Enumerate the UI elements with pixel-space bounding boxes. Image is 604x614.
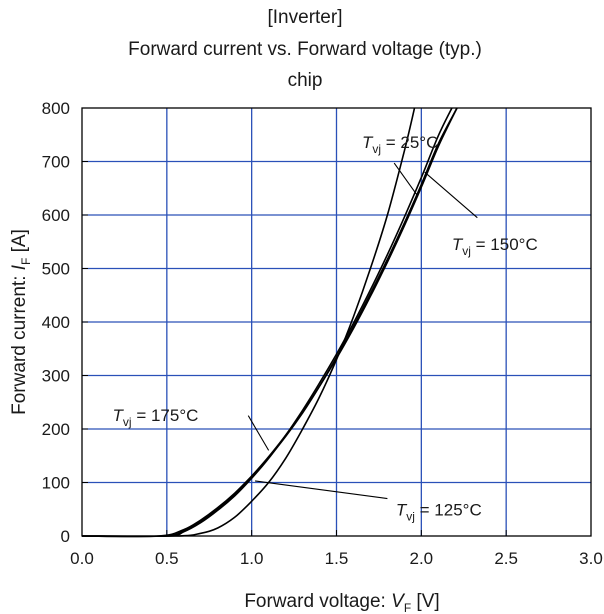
series-line-3 (81, 107, 458, 538)
y-tick-labels: 0 100 200 300 400 500 600 700 800 (42, 99, 70, 546)
y-tick-label: 500 (42, 260, 70, 279)
x-tick-label: 0.5 (155, 549, 179, 568)
annotation-pointer (254, 480, 388, 500)
chart-title-line-3: chip (288, 70, 323, 91)
y-tick-label: 200 (42, 420, 70, 439)
series-line-0 (81, 107, 416, 537)
series-annotation-label: Tvj = 175°C (113, 406, 199, 429)
plot-frame (81, 107, 592, 537)
y-tick-label: 300 (42, 367, 70, 386)
x-tick-label: 2.5 (494, 549, 518, 568)
annotation-pointer (424, 171, 478, 219)
x-tick-label: 1.0 (240, 549, 264, 568)
y-tick-label: 800 (42, 99, 70, 118)
x-axis-label: Forward voltage: VF [V] (244, 591, 439, 614)
annotation-pointer (247, 415, 270, 451)
series-annotation-label: Tvj = 150°C (452, 235, 538, 258)
y-axis-label: Forward current: IF [A] (9, 229, 33, 415)
x-tick-label: 1.5 (325, 549, 349, 568)
plot-frame-border (81, 107, 592, 537)
x-tick-label: 2.0 (410, 549, 434, 568)
x-tick-label: 0.0 (70, 549, 94, 568)
grid-lines (81, 107, 592, 537)
x-tick-labels: 0.0 0.5 1.0 1.5 2.0 2.5 3.0 (70, 549, 603, 568)
series-line-1 (81, 107, 453, 538)
y-tick-label: 600 (42, 206, 70, 225)
chart-title-line-2: Forward current vs. Forward voltage (typ… (128, 39, 482, 60)
y-tick-label: 0 (61, 527, 70, 546)
chart-title: [Inverter] Forward current vs. Forward v… (128, 7, 482, 91)
y-tick-label: 400 (42, 313, 70, 332)
series-annotation-label: Tvj = 125°C (396, 501, 482, 524)
x-tick-label: 3.0 (579, 549, 603, 568)
y-tick-label: 100 (42, 474, 70, 493)
series-lines (81, 107, 458, 538)
series-annotations: Tvj = 25°C Tvj = 150°C Tvj = 175°C Tvj = 12… (113, 133, 538, 524)
annotation-pointer (393, 162, 419, 197)
y-tick-label: 700 (42, 153, 70, 172)
chart-title-line-1: [Inverter] (268, 7, 343, 28)
series-annotation-label: Tvj = 25°C (362, 133, 438, 156)
